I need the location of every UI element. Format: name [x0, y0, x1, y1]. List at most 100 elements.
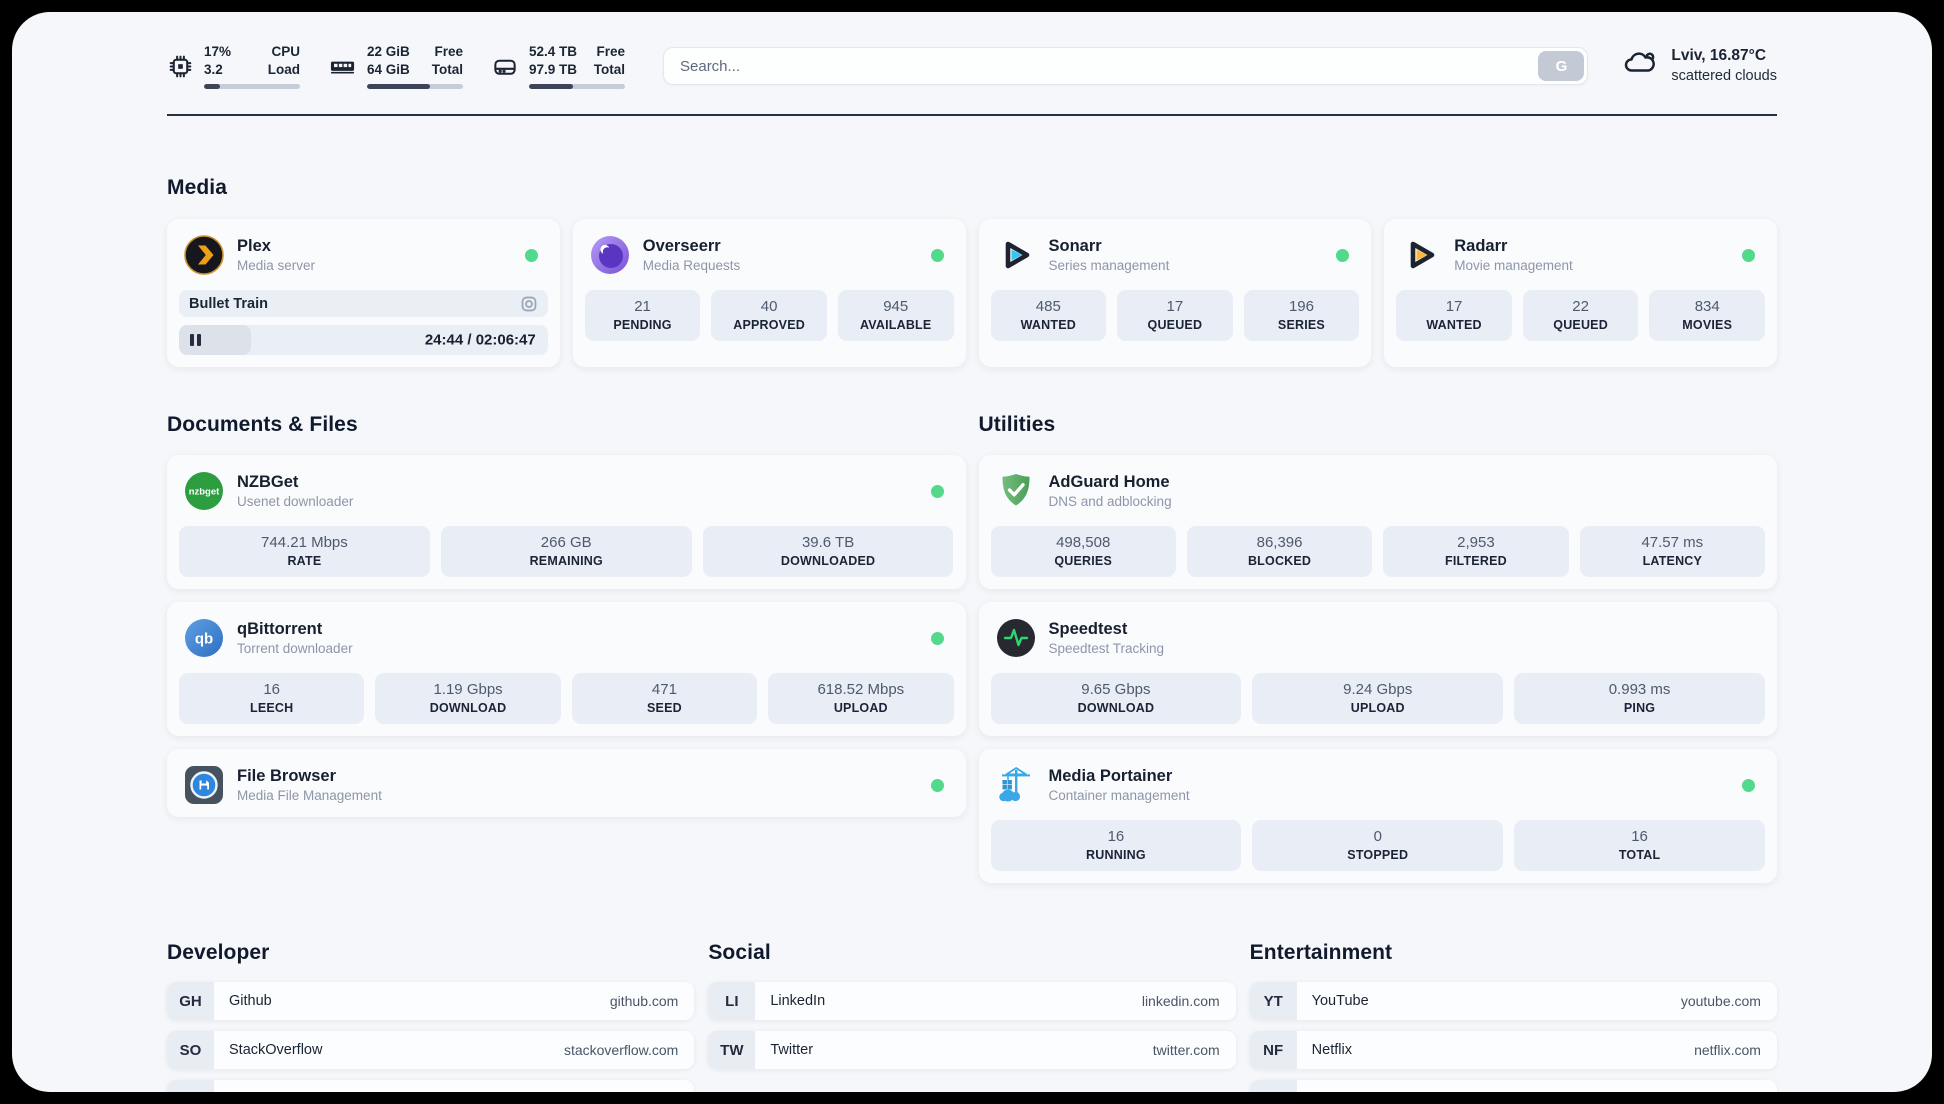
speedtest-icon: [996, 618, 1036, 658]
memory-icon: [328, 53, 357, 80]
stat-tile: 196 SERIES: [1243, 290, 1360, 341]
app-name: File Browser: [237, 766, 337, 785]
stat-tile: 17 QUEUED: [1117, 290, 1233, 341]
status-online-dot: [1742, 778, 1755, 792]
bookmark-github[interactable]: GH Github github.com: [167, 982, 695, 1020]
utilities-column: Utilities: [978, 413, 1777, 883]
app-name: Media Portainer: [1048, 766, 1173, 785]
header-bar: 17% CPU 3.2 Load: [167, 40, 1777, 92]
section-title-media: Media: [167, 176, 228, 199]
status-online-dot: [930, 778, 944, 792]
app-card-qbittorrent[interactable]: qb qBittorrent Torrent downloader: [167, 602, 966, 736]
developer-section: Developer GH Github github.com SO StackO…: [167, 941, 695, 1092]
section-title-entertainment: Entertainment: [1249, 941, 1393, 964]
cpu-progressbar: [204, 83, 300, 89]
stat-tile: 471 SEED: [571, 673, 758, 724]
memory-total-label: Total: [431, 62, 463, 77]
sonarr-icon: [996, 235, 1036, 275]
bookmark-label: Twitter: [770, 1042, 814, 1058]
bookmark-abbr: TW: [708, 1031, 756, 1069]
pause-icon[interactable]: [190, 334, 201, 346]
bookmark-url: reddit.com: [1696, 1091, 1777, 1092]
stat-tile: 266 GB REMAINING: [440, 526, 692, 577]
stat-tile: 618.52 Mbps UPLOAD: [768, 673, 954, 724]
stat-tile: 16 RUNNING: [990, 820, 1242, 871]
app-name: Plex: [237, 236, 271, 255]
playback-progressbar[interactable]: 24:44 / 02:06:47: [179, 325, 548, 355]
app-name: AdGuard Home: [1048, 472, 1170, 491]
nzbget-icon: nzbget: [184, 471, 224, 511]
section-title-social: Social: [708, 941, 771, 964]
disk-total-value: 97.9 TB: [529, 62, 578, 77]
bookmark-url: netflix.com: [1694, 1042, 1761, 1058]
stat-tile: 40 APPROVED: [711, 290, 827, 341]
disk-progressbar: [529, 83, 625, 89]
app-card-overseerr[interactable]: Overseerr Media Requests 21 PENDING 40 A…: [572, 219, 966, 367]
stat-tile: 9.65 Gbps DOWNLOAD: [990, 673, 1242, 724]
stat-tile: 0.993 ms PING: [1514, 673, 1765, 724]
status-online-dot: [524, 248, 538, 262]
disk-free-label: Free: [596, 44, 625, 60]
bookmark-linkedin[interactable]: LI LinkedIn linkedin.com: [708, 982, 1236, 1020]
memory-progressbar: [367, 83, 463, 89]
bookmark-label: Github: [229, 993, 272, 1009]
app-card-nzbget[interactable]: nzbget NZBGet Usenet downloader: [167, 455, 966, 589]
app-card-plex[interactable]: Plex Media server Bullet Train: [167, 219, 560, 367]
bookmark-abbr: SO: [167, 1031, 214, 1069]
section-title-documents: Documents & Files: [167, 413, 358, 436]
portainer-icon: [996, 765, 1036, 805]
cloud-icon: [1622, 46, 1658, 85]
search-engine-button[interactable]: G: [1538, 51, 1585, 81]
bookmark-dev[interactable]: DT DEV dev.to: [167, 1080, 695, 1092]
bookmark-reddit[interactable]: RE Reddit reddit.com: [1249, 1080, 1777, 1092]
app-name: Speedtest: [1048, 619, 1128, 638]
bookmark-twitter[interactable]: TW Twitter twitter.com: [708, 1031, 1236, 1069]
memory-stat: 22 GiB Free 64 GiB Total: [328, 43, 463, 89]
bookmark-label: StackOverflow: [229, 1042, 323, 1058]
bookmark-url: dev.to: [641, 1091, 694, 1092]
app-subtitle: Media File Management: [237, 788, 382, 804]
stat-tile: 17 WANTED: [1396, 290, 1512, 341]
status-online-dot: [930, 248, 944, 262]
header-divider: [167, 114, 1777, 116]
search-input[interactable]: [663, 47, 1589, 85]
bookmark-label: LinkedIn: [770, 993, 826, 1009]
weather-condition: scattered clouds: [1671, 67, 1777, 84]
entertainment-section: Entertainment YT YouTube youtube.com NF …: [1249, 941, 1777, 1092]
bookmark-stackoverflow[interactable]: SO StackOverflow stackoverflow.com: [167, 1031, 695, 1069]
app-card-portainer[interactable]: Media Portainer Container management 16 …: [978, 749, 1777, 883]
system-stats: 17% CPU 3.2 Load: [167, 43, 625, 89]
app-card-speedtest[interactable]: Speedtest Speedtest Tracking 9.65 Gbps D…: [978, 602, 1777, 736]
disk-icon: [491, 53, 519, 80]
status-online-dot: [930, 631, 944, 645]
stat-tile: 485 WANTED: [990, 290, 1107, 341]
social-section: Social LI LinkedIn linkedin.com TW Twitt…: [708, 941, 1236, 1069]
stat-tile: 1.19 Gbps DOWNLOAD: [375, 673, 561, 724]
app-name: Radarr: [1454, 236, 1508, 255]
stat-tile: 16 LEECH: [179, 673, 365, 724]
app-subtitle: Media Requests: [642, 258, 741, 274]
app-subtitle: Container management: [1048, 788, 1190, 804]
qbittorrent-icon: qb: [184, 618, 224, 658]
playback-time: 24:44 / 02:06:47: [424, 331, 536, 349]
memory-free-value: 22 GiB: [367, 44, 410, 60]
bookmark-netflix[interactable]: NF Netflix netflix.com: [1249, 1031, 1777, 1069]
bookmark-abbr: YT: [1249, 982, 1297, 1020]
bookmark-url: github.com: [609, 993, 679, 1009]
app-card-adguard[interactable]: AdGuard Home DNS and adblocking 498,508 …: [978, 455, 1777, 589]
status-online-dot: [930, 484, 944, 498]
search-bar: G: [663, 47, 1589, 85]
bookmark-url: linkedin.com: [1141, 993, 1220, 1009]
app-card-radarr[interactable]: Radarr Movie management 17 WANTED 22 QUE…: [1384, 219, 1777, 367]
app-name: Sonarr: [1048, 236, 1102, 255]
camera-icon: [520, 295, 538, 313]
plex-icon: [184, 235, 224, 275]
now-playing-title: Bullet Train: [189, 295, 268, 312]
weather-widget: Lviv, 16.87°C scattered clouds: [1622, 46, 1777, 86]
app-card-filebrowser[interactable]: File Browser Media File Management: [167, 749, 966, 817]
stat-tile: 2,953 FILTERED: [1383, 526, 1569, 577]
stat-tile: 744.21 Mbps RATE: [179, 526, 430, 577]
bookmark-youtube[interactable]: YT YouTube youtube.com: [1249, 982, 1777, 1020]
app-card-sonarr[interactable]: Sonarr Series management 485 WANTED 17 Q…: [978, 219, 1372, 367]
status-online-dot: [1336, 248, 1350, 262]
